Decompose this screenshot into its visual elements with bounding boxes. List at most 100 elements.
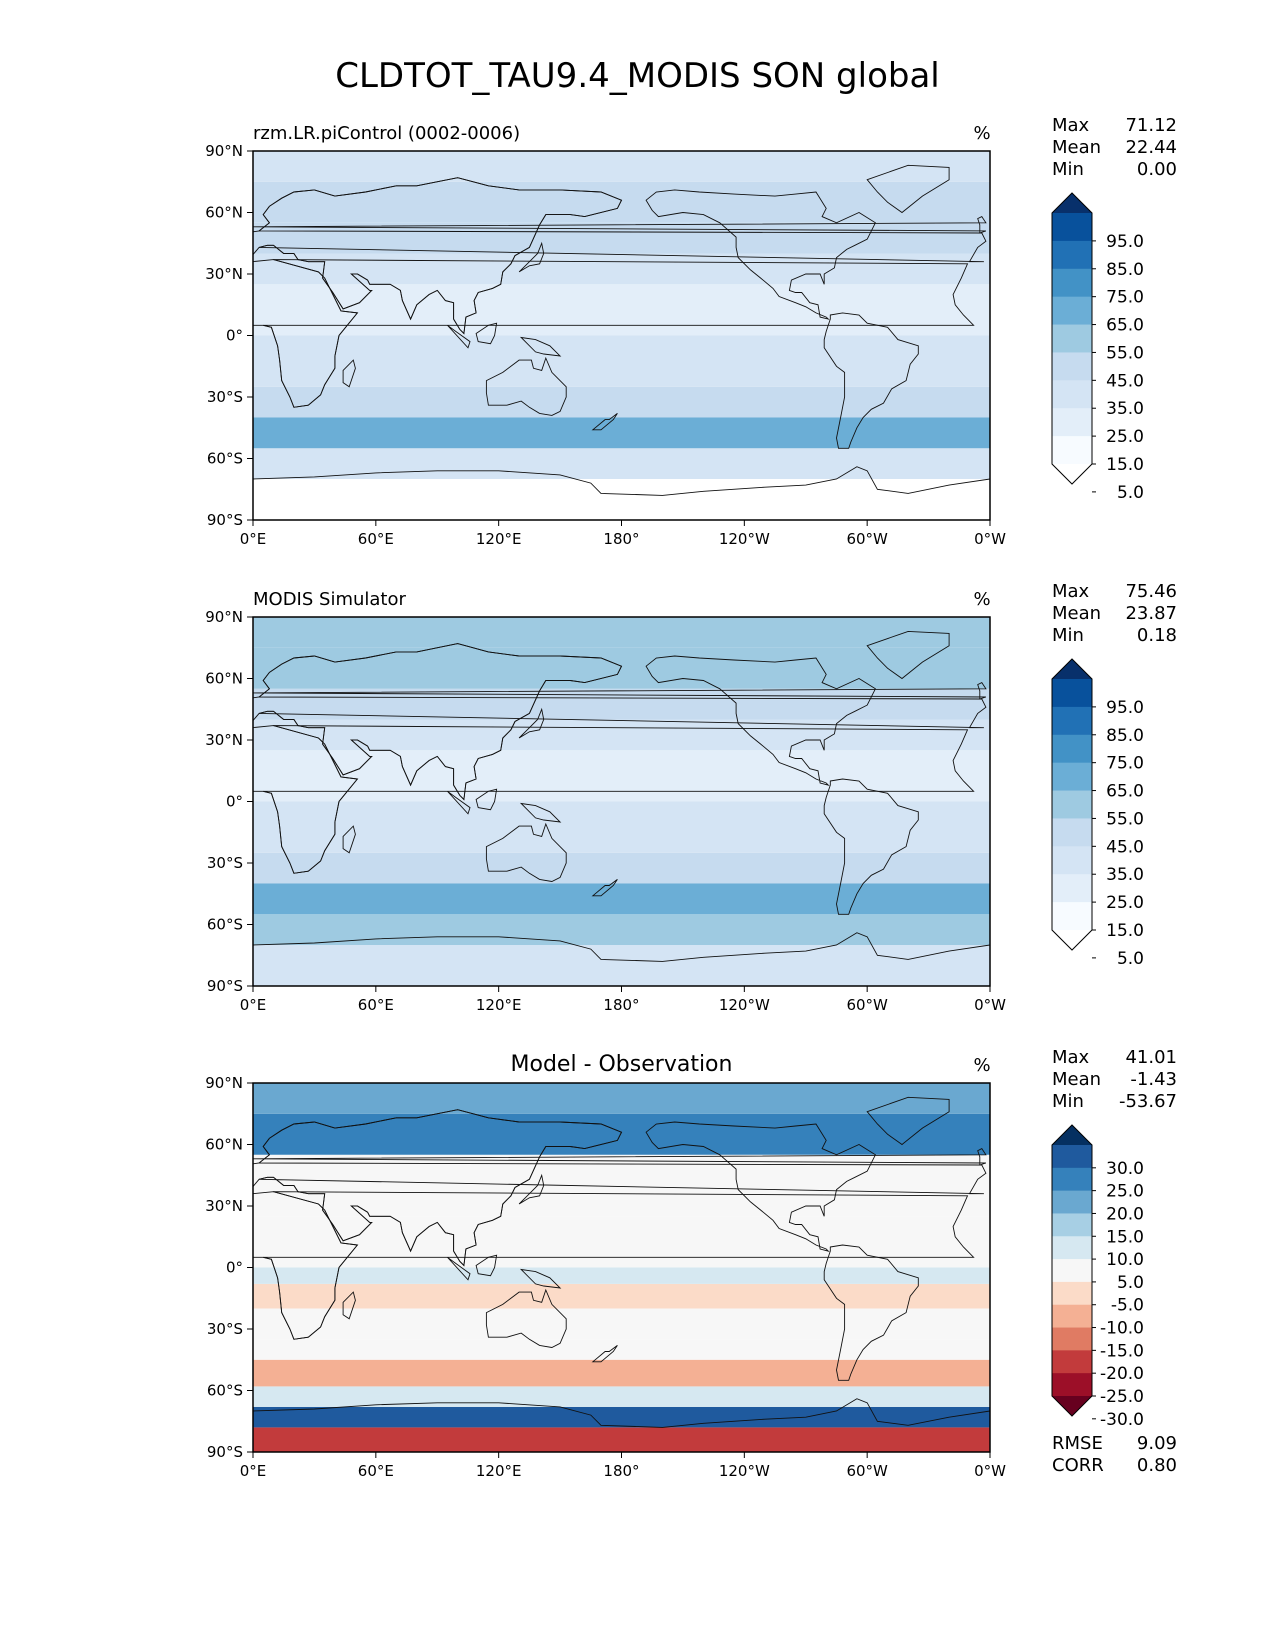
stat-value: 75.46 — [1125, 581, 1177, 602]
coast-antarctica — [253, 1398, 990, 1452]
colorbar-extend-top — [1052, 1125, 1092, 1145]
stat-value: 71.12 — [1125, 115, 1177, 136]
coast-nz — [591, 413, 618, 431]
colorbar-label: 15.0 — [1106, 455, 1144, 475]
coast-greenland — [866, 1096, 950, 1146]
band-difference-11 — [253, 1083, 990, 1114]
colorbar-label: 5.0 — [1117, 1273, 1144, 1293]
map-panel-test: 0°E 60°E 120°E 180° 120°W 60°W 0°W 90°N 60°N 30°N… — [205, 115, 1177, 548]
colorbar-swatch — [1052, 324, 1092, 353]
units-label: % — [973, 589, 990, 610]
stat-value: 41.01 — [1125, 1047, 1177, 1068]
coast-borneo — [475, 1254, 498, 1277]
colorbar-label: -5.0 — [1111, 1296, 1144, 1316]
xtick-label: 0°E — [240, 530, 267, 548]
stat-label: Max — [1052, 581, 1090, 602]
band-test-8 — [253, 253, 990, 285]
colorbar-label: 55.0 — [1106, 809, 1144, 829]
band-reference-0 — [253, 945, 990, 986]
ytick-label: 90°N — [205, 608, 243, 626]
xtick-label: 0°E — [240, 1462, 267, 1480]
stat-label: Max — [1052, 1047, 1090, 1068]
band-difference-1 — [253, 1406, 990, 1428]
band-reference-4 — [253, 822, 990, 853]
colorbar-label: 5.0 — [1117, 483, 1144, 503]
coast-madagascar — [342, 359, 356, 388]
coast-borneo — [475, 322, 498, 345]
xtick-label: 180° — [603, 996, 639, 1014]
colorbar-label: 85.0 — [1106, 726, 1144, 746]
xtick-label: 180° — [603, 530, 639, 548]
coast-nz — [591, 1345, 618, 1363]
band-test-4 — [253, 356, 990, 387]
xtick-label: 0°W — [974, 530, 1006, 548]
ytick-label: 0° — [226, 793, 243, 811]
colorbar-swatch — [1052, 1190, 1092, 1214]
colorbar-label: -10.0 — [1100, 1319, 1144, 1339]
stat-label: Min — [1052, 1091, 1084, 1112]
stat-value: 0.00 — [1137, 159, 1177, 180]
colorbar-swatch — [1052, 1304, 1092, 1329]
ytick-label: 30°S — [207, 854, 243, 872]
colorbar-swatch — [1052, 1350, 1092, 1374]
colorbar-swatch — [1052, 1373, 1092, 1397]
coast-uk — [253, 682, 987, 700]
coast-greenland — [866, 164, 950, 214]
ytick-label: 60°N — [205, 670, 243, 688]
band-test-10 — [253, 181, 990, 223]
stat-label: Mean — [1052, 1069, 1101, 1090]
coast-newguinea — [519, 1268, 562, 1289]
units-label: % — [973, 123, 990, 144]
band-test-2 — [253, 417, 990, 449]
panel-title: MODIS Simulator — [253, 589, 406, 610]
colorbar-extend-bottom — [1052, 930, 1092, 950]
xtick-label: 0°W — [974, 1462, 1006, 1480]
xtick-label: 120°W — [719, 1462, 770, 1480]
coast-borneo — [475, 788, 498, 811]
xtick-label: 120°W — [719, 996, 770, 1014]
band-reference-5 — [253, 801, 990, 822]
xtick-label: 60°W — [846, 996, 888, 1014]
band-test-5 — [253, 335, 990, 356]
metric-value: 9.09 — [1137, 1433, 1177, 1454]
units-label: % — [973, 1055, 990, 1076]
coast-newguinea — [519, 336, 562, 357]
metric-label: CORR — [1052, 1455, 1104, 1476]
coast-eurasia-wrap — [253, 177, 623, 335]
ytick-label: 60°N — [205, 204, 243, 222]
colorbar-extend-bottom — [1052, 464, 1092, 484]
band-difference-7 — [253, 1267, 990, 1284]
colorbar-swatch — [1052, 1167, 1092, 1192]
coastlines-reference — [253, 630, 990, 986]
colorbar-swatch — [1052, 1145, 1092, 1169]
colorbar-swatch — [1052, 352, 1092, 381]
ytick-label: 30°N — [205, 265, 243, 283]
colorbar-swatch — [1052, 706, 1092, 736]
band-reference-3 — [253, 852, 990, 884]
coast-africa-wrap — [253, 725, 359, 874]
colorbar-extend-top — [1052, 193, 1092, 213]
band-difference-6 — [253, 1283, 990, 1309]
panel-title: Model - Observation — [511, 1052, 733, 1077]
coast-uk — [253, 216, 987, 234]
colorbar-swatch — [1052, 380, 1092, 409]
colorbar-label: 35.0 — [1106, 399, 1144, 419]
colorbar-label: 25.0 — [1106, 427, 1144, 447]
xtick-label: 0°E — [240, 996, 267, 1014]
band-test-0 — [253, 479, 990, 520]
colorbar-label: 30.0 — [1106, 1159, 1144, 1179]
colorbar-label: 95.0 — [1106, 232, 1144, 252]
colorbar-reference: 95.0 85.0 75.0 65.0 55.0 45.0 35.0 25.0 15.0 5.0 — [1051, 658, 1144, 969]
coast-japan — [518, 1173, 545, 1205]
stat-label: Min — [1052, 625, 1084, 646]
colorbar-label: 25.0 — [1106, 1182, 1144, 1202]
field-test — [253, 151, 990, 520]
xtick-label: 180° — [603, 1462, 639, 1480]
colorbar-swatch — [1052, 874, 1092, 903]
ytick-label: 90°N — [205, 142, 243, 160]
coast-africa-wrap — [253, 1191, 359, 1340]
coast-africa-wrap — [253, 259, 359, 408]
colorbar-swatch — [1052, 902, 1092, 931]
coast-namerica — [645, 1121, 876, 1252]
colorbar-swatch — [1052, 213, 1092, 242]
